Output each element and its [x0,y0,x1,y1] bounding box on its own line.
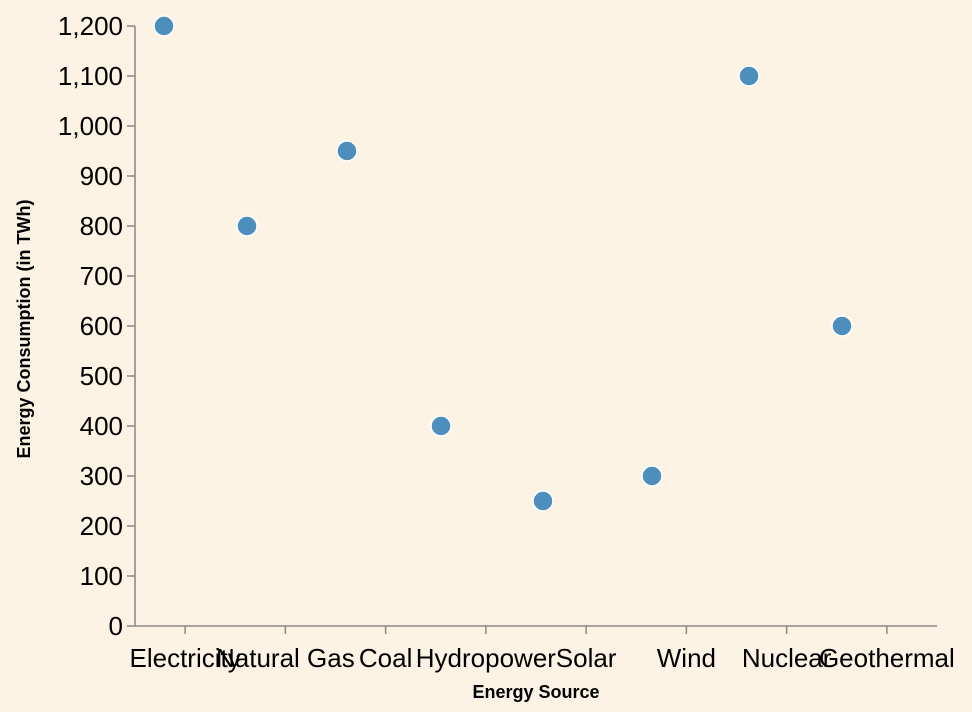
data-point [641,465,663,487]
x-axis-title: Energy Source [472,682,599,702]
y-tick-label: 700 [80,261,123,291]
data-point [336,140,358,162]
x-tick-label: Solar [556,643,617,673]
data-points [153,15,853,512]
data-point [430,415,452,437]
y-tick-label: 1,100 [58,61,123,91]
y-axis-title: Energy Consumption (in TWh) [14,200,34,459]
y-tick-label: 400 [80,411,123,441]
x-tick-label: Coal [359,643,412,673]
y-tick-label: 800 [80,211,123,241]
y-tick-label: 600 [80,311,123,341]
x-tick-label: Hydropower [416,643,557,673]
y-tick-label: 1,000 [58,111,123,141]
y-tick-label: 200 [80,511,123,541]
y-tick-label: 1,200 [58,11,123,41]
data-point [738,65,760,87]
y-tick-label: 500 [80,361,123,391]
x-tick-label: Natural Gas [216,643,355,673]
x-tick-label: Wind [657,643,716,673]
data-point [236,215,258,237]
y-tick-label: 0 [109,611,123,641]
data-point [831,315,853,337]
y-tick-label: 100 [80,561,123,591]
data-point [532,490,554,512]
y-tick-label: 300 [80,461,123,491]
y-tick-label: 900 [80,161,123,191]
data-point [153,15,175,37]
x-tick-label: Geothermal [819,643,955,673]
y-axis: 0 100 200 300 400 500 600 700 800 900 1,000 1,100 1,… [58,11,136,641]
x-tick-label: Nuclear [742,643,832,673]
x-tick-label: Electricity [130,643,241,673]
